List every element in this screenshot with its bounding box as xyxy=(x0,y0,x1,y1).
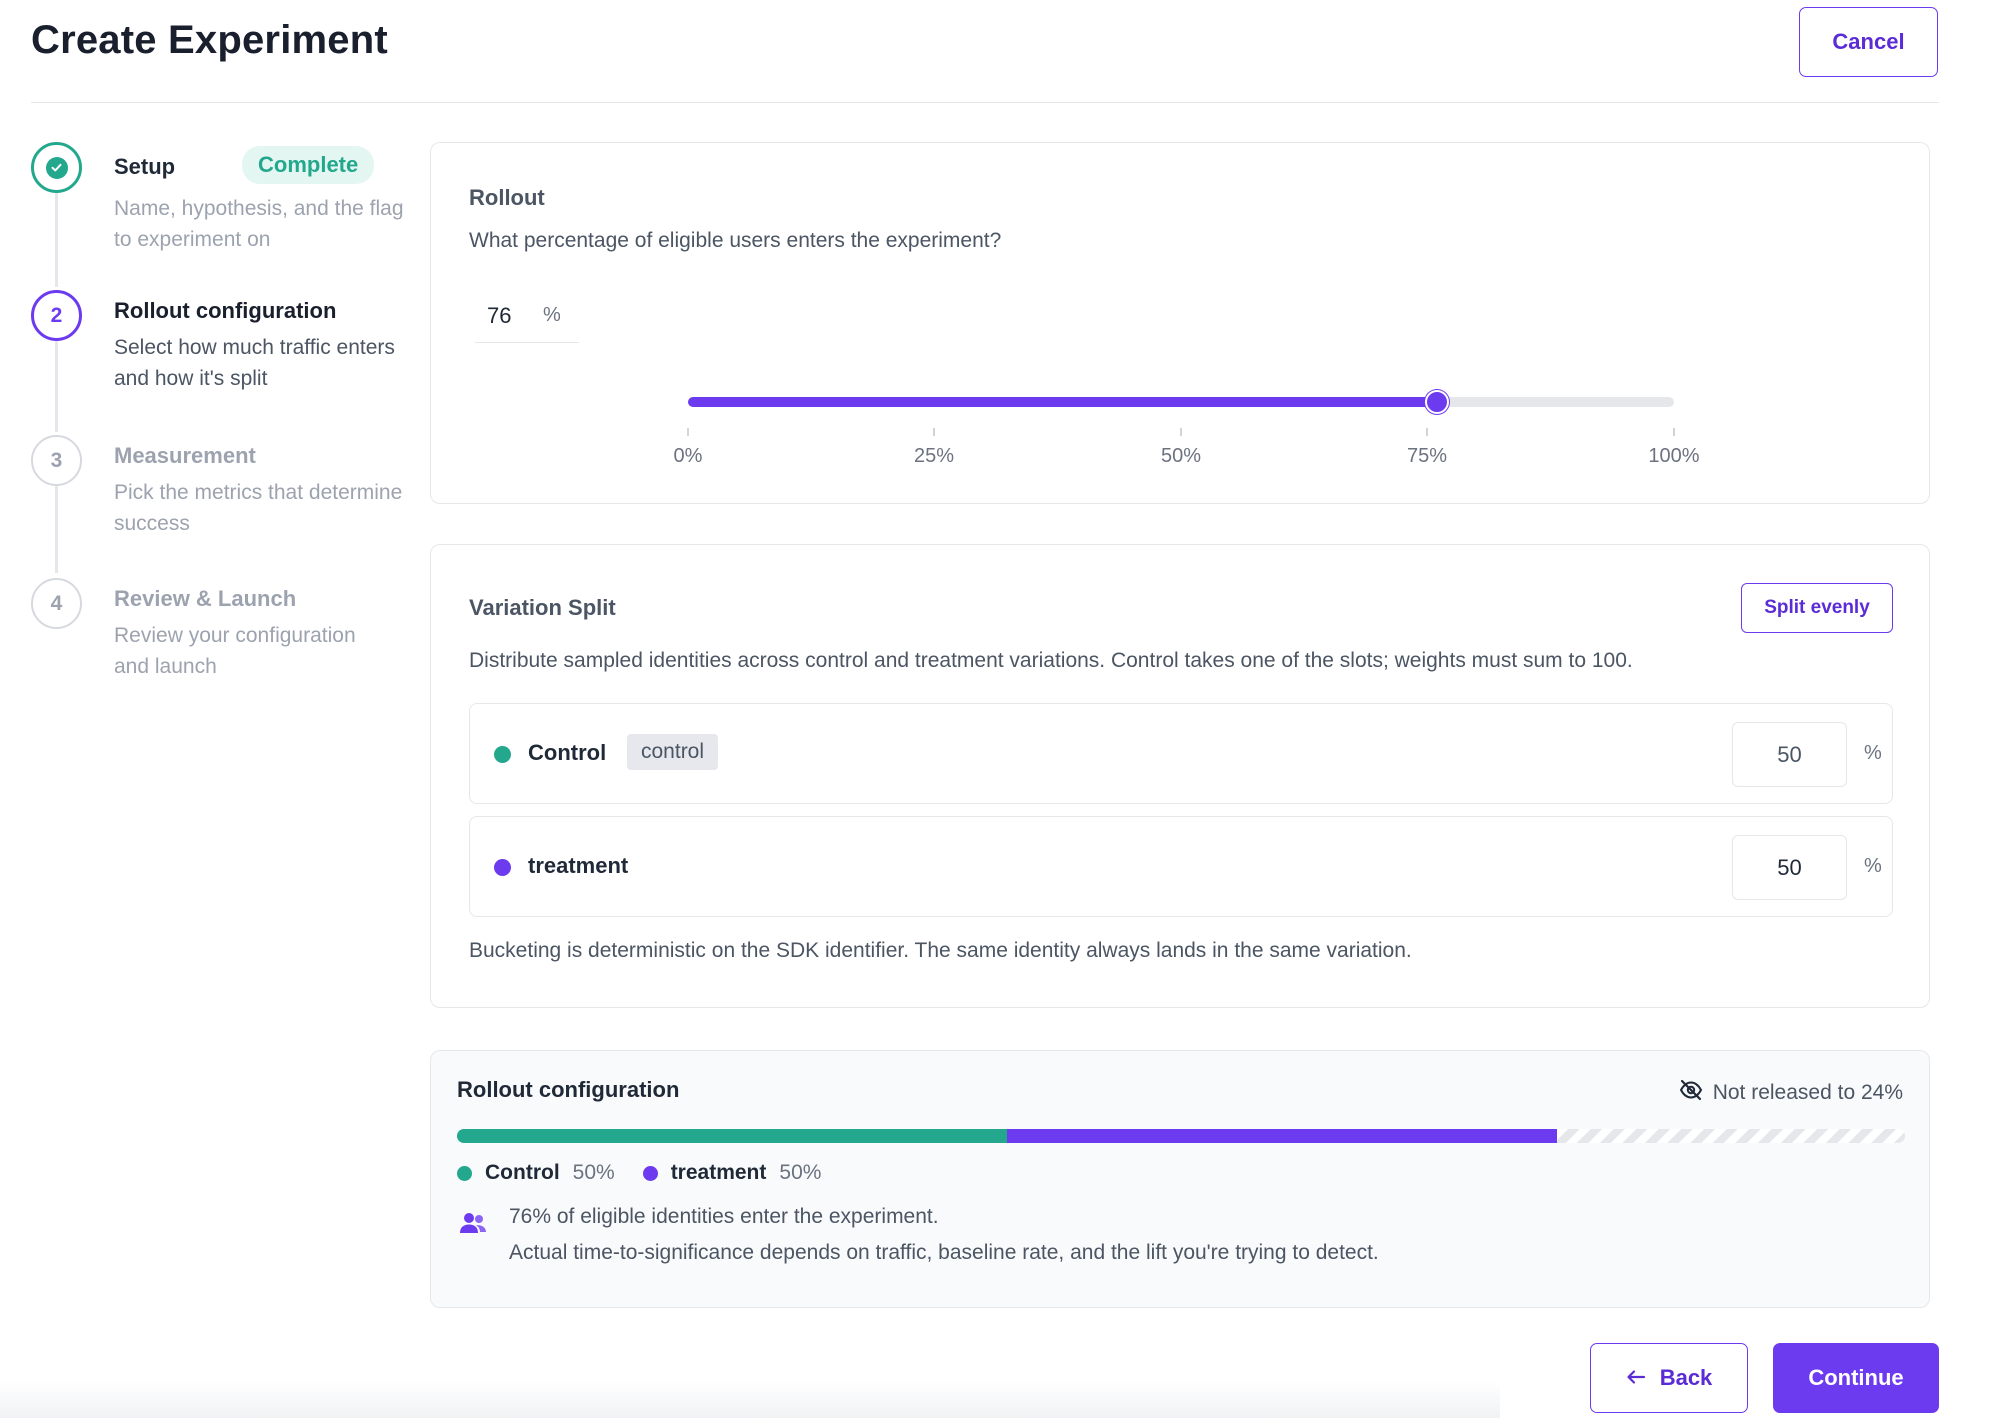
step-connector xyxy=(55,483,58,573)
variation-row-treatment: treatment 50 % xyxy=(469,816,1893,917)
tick-label: 100% xyxy=(1648,445,1700,467)
step-description: Select how much traffic enters and how i… xyxy=(114,336,395,390)
variation-split-description: Distribute sampled identities across con… xyxy=(469,649,1633,672)
step-title: Setup xyxy=(114,154,176,179)
rollout-slider[interactable] xyxy=(688,390,1674,414)
slider-tick xyxy=(933,428,935,436)
page-title: Create Experiment xyxy=(31,18,388,62)
variation-row-control: Control control 50 % xyxy=(469,703,1893,804)
treatment-weight-input[interactable]: 50 xyxy=(1732,835,1847,900)
percent-unit: % xyxy=(1864,855,1882,877)
variation-name: Control xyxy=(528,740,607,765)
distribution-bar xyxy=(457,1129,1905,1143)
check-icon xyxy=(45,156,68,179)
tick-label: 0% xyxy=(673,445,703,467)
users-icon xyxy=(459,1211,487,1242)
control-legend-dot xyxy=(457,1165,472,1181)
variation-key-tag: control xyxy=(627,734,719,770)
rollout-summary-card: Rollout configuration Not released to 24… xyxy=(430,1050,1930,1308)
step-number: 2 xyxy=(31,290,82,341)
percent-unit: % xyxy=(1864,742,1882,764)
treatment-color-dot xyxy=(494,859,511,876)
legend-percent: 50% xyxy=(779,1161,822,1184)
control-weight-input[interactable]: 50 xyxy=(1732,722,1847,787)
control-color-dot xyxy=(494,746,511,763)
step-number: 3 xyxy=(31,435,82,486)
step-connector xyxy=(55,193,58,287)
slider-fill xyxy=(688,397,1438,407)
step-title: Review & Launch xyxy=(114,586,297,611)
arrow-left-icon xyxy=(1626,1365,1646,1391)
eye-off-icon xyxy=(1679,1079,1703,1107)
bottom-shadow xyxy=(0,1380,1500,1418)
slider-tick xyxy=(1673,428,1675,436)
rollout-card: Rollout What percentage of eligible user… xyxy=(430,142,1930,504)
complete-badge: Complete xyxy=(242,146,375,184)
legend-percent: 50% xyxy=(572,1161,615,1184)
slider-tick xyxy=(1180,428,1182,436)
tick-label: 25% xyxy=(913,445,955,467)
summary-title: Rollout configuration xyxy=(457,1077,680,1102)
back-label: Back xyxy=(1659,1365,1713,1390)
tick-label: 50% xyxy=(1160,445,1202,467)
slider-tick xyxy=(1426,428,1428,436)
step-title: Rollout configuration xyxy=(114,298,337,323)
rollout-title: Rollout xyxy=(469,185,545,210)
header-divider xyxy=(31,102,1939,103)
slider-tick xyxy=(687,428,689,436)
step-description: Review your configuration and launch xyxy=(114,624,356,678)
rollout-percentage-input[interactable]: 76 % xyxy=(475,295,579,343)
continue-button[interactable]: Continue xyxy=(1773,1343,1939,1413)
cancel-button[interactable]: Cancel xyxy=(1799,7,1938,77)
distribution-legend: Control 50% treatment 50% xyxy=(457,1161,849,1185)
rollout-question: What percentage of eligible users enters… xyxy=(469,229,1002,252)
percent-unit: % xyxy=(543,304,561,326)
variation-split-title: Variation Split xyxy=(469,595,616,620)
control-segment xyxy=(457,1129,1008,1143)
variation-split-card: Variation Split Split evenly Distribute … xyxy=(430,544,1930,1008)
bucketing-note: Bucketing is deterministic on the SDK id… xyxy=(469,939,1412,962)
tick-label: 75% xyxy=(1406,445,1448,467)
treatment-legend-dot xyxy=(642,1165,658,1181)
step-connector xyxy=(55,338,58,432)
legend-name: treatment xyxy=(670,1161,767,1184)
split-evenly-button[interactable]: Split evenly xyxy=(1741,583,1893,633)
not-released-indicator: Not released to 24% xyxy=(1679,1079,1903,1107)
step-number: 4 xyxy=(31,578,82,629)
back-button[interactable]: Back xyxy=(1590,1343,1748,1413)
step-title: Measurement xyxy=(114,443,256,468)
summary-line-significance: Actual time-to-significance depends on t… xyxy=(509,1241,1379,1264)
rollout-percentage-value: 76 xyxy=(487,303,512,328)
step-description: Name, hypothesis, and the flag to experi… xyxy=(114,197,404,251)
step-description: Pick the metrics that determine success xyxy=(114,481,403,535)
summary-line-enter: 76% of eligible identities enter the exp… xyxy=(509,1205,939,1228)
step-indicator-complete xyxy=(31,142,82,193)
not-released-text: Not released to 24% xyxy=(1712,1081,1903,1104)
variation-name: treatment xyxy=(528,853,629,878)
treatment-segment xyxy=(1007,1129,1558,1143)
slider-handle[interactable] xyxy=(1425,390,1450,414)
legend-name: Control xyxy=(485,1161,560,1184)
